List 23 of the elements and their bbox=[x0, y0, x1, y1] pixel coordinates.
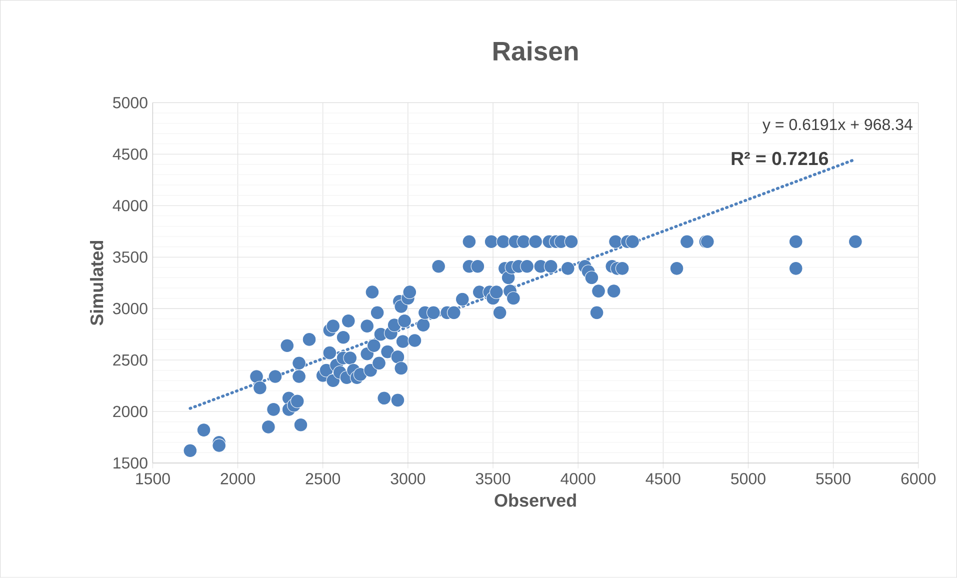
x-tick-label: 2000 bbox=[220, 473, 255, 485]
x-axis-title: Observed bbox=[494, 494, 576, 507]
x-tick-label: 4500 bbox=[646, 473, 680, 485]
y-tick-label: 4500 bbox=[112, 148, 148, 160]
y-tick-label: 2000 bbox=[113, 406, 148, 418]
x-tick-label: 3500 bbox=[476, 473, 510, 485]
annotation: R² = 0.7216 bbox=[732, 152, 828, 166]
y-tick-label: 3000 bbox=[113, 303, 148, 314]
x-tick-label: 4000 bbox=[560, 473, 596, 485]
y-tick-label: 5000 bbox=[113, 97, 148, 108]
annotation: y = 0.6191x + 968.34 bbox=[762, 119, 912, 134]
y-tick-label: 3500 bbox=[113, 252, 148, 263]
y-tick-label: 2500 bbox=[113, 354, 148, 366]
x-tick-label: 3000 bbox=[390, 473, 426, 485]
x-tick-label: 1500 bbox=[136, 473, 170, 485]
x-tick-label: 6000 bbox=[901, 473, 936, 485]
x-tick-label: 2500 bbox=[306, 473, 340, 485]
x-tick-label: 5000 bbox=[731, 473, 766, 485]
y-tick-label: 1500 bbox=[114, 457, 148, 469]
x-tick-label: 5500 bbox=[816, 473, 850, 485]
chart-title: Raisen bbox=[494, 41, 578, 61]
y-axis-title: Simulated bbox=[90, 241, 104, 326]
y-tick-label: 4000 bbox=[112, 200, 148, 212]
